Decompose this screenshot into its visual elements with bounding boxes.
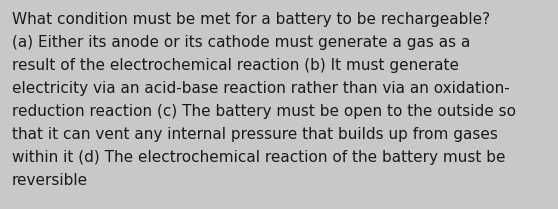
Text: that it can vent any internal pressure that builds up from gases: that it can vent any internal pressure t… — [12, 127, 498, 142]
Text: reduction reaction (c) The battery must be open to the outside so: reduction reaction (c) The battery must … — [12, 104, 516, 119]
Text: reversible: reversible — [12, 173, 88, 188]
Text: (a) Either its anode or its cathode must generate a gas as a: (a) Either its anode or its cathode must… — [12, 35, 470, 50]
Text: electricity via an acid-base reaction rather than via an oxidation-: electricity via an acid-base reaction ra… — [12, 81, 510, 96]
Text: What condition must be met for a battery to be rechargeable?: What condition must be met for a battery… — [12, 12, 490, 27]
Text: within it (d) The electrochemical reaction of the battery must be: within it (d) The electrochemical reacti… — [12, 150, 506, 165]
Text: result of the electrochemical reaction (b) It must generate: result of the electrochemical reaction (… — [12, 58, 459, 73]
